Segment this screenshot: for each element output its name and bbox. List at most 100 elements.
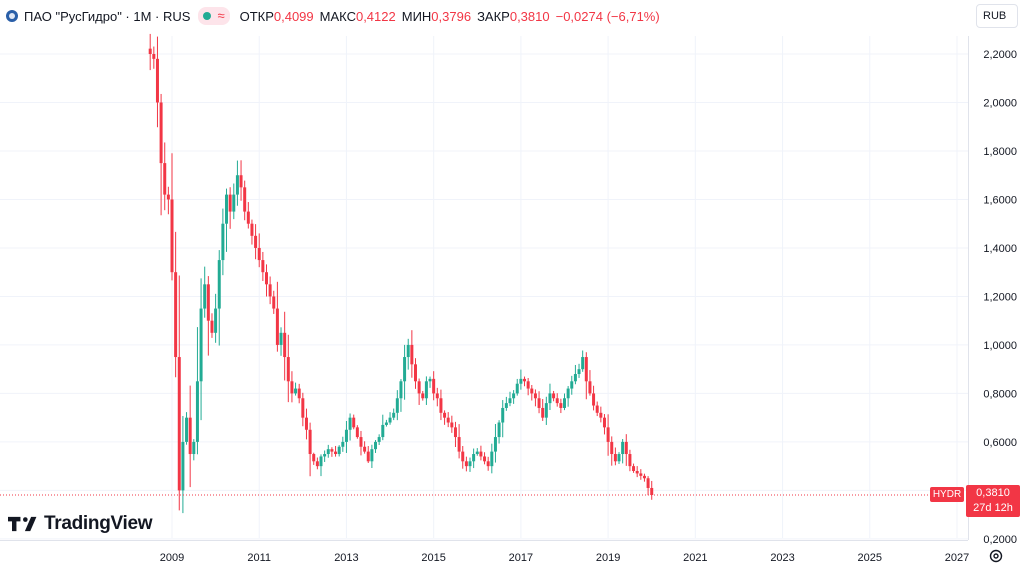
candle-body	[628, 454, 632, 467]
candle-body	[235, 175, 239, 195]
currency-button[interactable]: RUB	[976, 4, 1018, 28]
ticker-logo-icon[interactable]	[6, 10, 18, 22]
candle-body	[443, 412, 447, 418]
candle-body	[225, 194, 229, 224]
candle-body	[315, 461, 319, 467]
candle-body	[595, 405, 599, 413]
candle-body	[228, 194, 232, 212]
candle-body	[250, 223, 254, 236]
candle-body	[541, 407, 545, 418]
candle-body	[417, 381, 421, 394]
y-tick-label: 0,8000	[983, 388, 1017, 400]
candle-body	[199, 308, 203, 382]
ohlc-low: МИН0,3796	[401, 8, 472, 24]
candle-body	[166, 194, 170, 200]
tradingview-logo-icon	[8, 516, 37, 532]
brand-name: TradingView	[44, 513, 153, 534]
candle-body	[152, 54, 156, 59]
candle-body	[355, 427, 359, 438]
currency-label: RUB	[983, 10, 1007, 22]
y-tick-label: 0,6000	[983, 437, 1017, 449]
market-open-icon	[203, 12, 212, 20]
candle-body	[319, 456, 323, 467]
delayed-data-icon: ≈	[217, 8, 225, 23]
candle-body	[243, 187, 247, 212]
candle-body	[566, 388, 570, 399]
candle-body	[530, 388, 534, 394]
candle-body	[185, 417, 189, 442]
candle-body	[388, 417, 392, 423]
candle-body	[555, 398, 559, 404]
candle-body	[257, 247, 261, 261]
candle-body	[519, 378, 523, 384]
chart-header: ПАО "РусГидро" · 1М · RUS ≈ ОТКР0,4099 М…	[6, 6, 660, 26]
candle-body	[428, 378, 432, 382]
candle-body	[461, 451, 465, 462]
x-tick-label: 2027	[945, 552, 969, 564]
candle-body	[294, 388, 298, 394]
ohlc-open: ОТКР0,4099	[239, 8, 314, 24]
candle-body	[504, 403, 508, 408]
candle-body	[624, 441, 628, 455]
candle-body	[192, 441, 196, 455]
candle-body	[464, 461, 468, 467]
candle-body	[392, 412, 396, 418]
candle-body	[548, 393, 552, 404]
candle-body	[642, 475, 646, 479]
y-tick-label: 1,2000	[983, 291, 1017, 303]
candle-body	[312, 454, 316, 462]
candle-body	[148, 48, 152, 54]
gear-icon[interactable]	[988, 548, 1004, 564]
candle-body	[632, 466, 636, 471]
candle-body	[210, 320, 214, 333]
candle-body	[515, 383, 519, 394]
candle-body	[239, 175, 243, 188]
y-tick-label: 2,0000	[983, 97, 1017, 109]
x-tick-label: 2009	[160, 552, 184, 564]
candle-body	[592, 393, 596, 406]
candle-body	[344, 429, 348, 442]
candle-body	[217, 260, 221, 309]
candle-body	[308, 429, 312, 455]
candle-body	[203, 284, 207, 309]
candle-body	[395, 398, 399, 413]
candle-body	[272, 296, 276, 309]
candle-body	[374, 441, 378, 450]
candle-body	[181, 441, 185, 491]
candle-body	[170, 199, 174, 273]
candle-body	[446, 417, 450, 423]
x-tick-label: 2021	[683, 552, 707, 564]
candle-body	[435, 393, 439, 399]
x-tick-label: 2023	[770, 552, 794, 564]
y-tick-label: 0,2000	[983, 534, 1017, 546]
candle-body	[337, 446, 341, 455]
last-price-value: 0,3810	[976, 487, 1010, 499]
candle-body	[602, 417, 606, 428]
candle-body	[573, 374, 577, 382]
bar-countdown: 27d 12h	[973, 502, 1013, 514]
tradingview-logo[interactable]: TradingView	[8, 513, 153, 535]
candle-body	[563, 398, 566, 408]
x-tick-label: 2019	[596, 552, 620, 564]
candle-body	[275, 308, 279, 345]
candle-body	[570, 381, 574, 389]
candle-body	[523, 378, 527, 382]
candle-body	[283, 332, 287, 358]
candle-body	[159, 102, 163, 164]
status-indicators[interactable]: ≈	[198, 7, 230, 25]
ohlc-high: МАКС0,4122	[319, 8, 396, 24]
candle-body	[450, 422, 454, 428]
candle-body	[330, 449, 334, 452]
candle-body	[363, 446, 367, 452]
candle-body	[577, 369, 581, 375]
candle-body	[214, 308, 218, 333]
candle-body	[483, 456, 487, 462]
candle-body	[421, 393, 425, 399]
y-tick-label: 1,0000	[983, 340, 1017, 352]
candle-body	[399, 381, 403, 399]
y-tick-label: 1,6000	[983, 194, 1017, 206]
symbol-title[interactable]: ПАО "РусГидро" · 1М · RUS	[24, 8, 191, 24]
candle-body	[290, 381, 294, 394]
candle-body	[268, 284, 272, 297]
